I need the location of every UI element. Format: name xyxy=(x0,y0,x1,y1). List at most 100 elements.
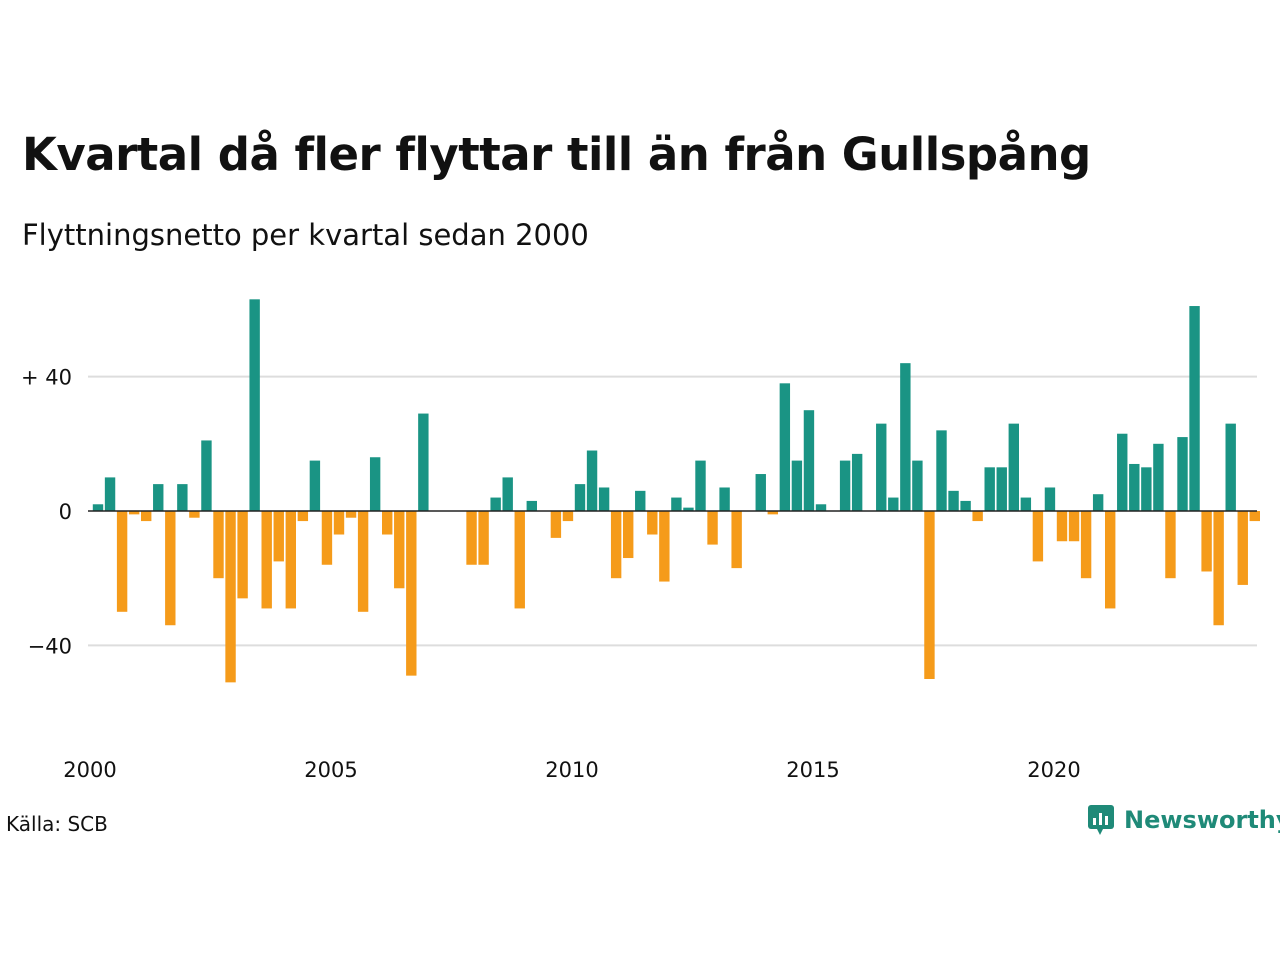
bar xyxy=(225,511,236,683)
bar xyxy=(767,511,778,515)
bar xyxy=(141,511,152,522)
bar xyxy=(888,497,899,511)
bar xyxy=(731,511,742,569)
bar xyxy=(1213,511,1224,626)
bar xyxy=(803,410,815,511)
bar xyxy=(213,511,224,579)
bar xyxy=(165,511,176,626)
bar xyxy=(912,460,923,511)
bar xyxy=(394,511,405,589)
y-tick-label: 0 xyxy=(59,500,72,524)
bar xyxy=(948,490,959,511)
bar xyxy=(128,511,140,515)
bar xyxy=(273,511,284,562)
bar xyxy=(695,460,706,511)
brand-name: Newsworthy xyxy=(1124,806,1280,834)
bar xyxy=(333,511,345,535)
bar xyxy=(755,474,766,511)
bar xyxy=(1189,306,1200,511)
bar xyxy=(707,511,718,545)
x-tick-label: 2005 xyxy=(304,758,357,782)
chart-title: Kvartal då fler flyttar till än från Gul… xyxy=(22,128,1091,181)
bar xyxy=(659,511,670,582)
bar xyxy=(478,511,489,565)
bar xyxy=(562,511,574,522)
bar xyxy=(514,511,525,609)
bar xyxy=(924,511,935,679)
bar xyxy=(876,423,887,511)
bar xyxy=(791,460,803,511)
bar xyxy=(839,460,851,511)
bar xyxy=(683,507,694,511)
bar xyxy=(960,500,971,511)
bar xyxy=(1249,511,1260,522)
bar xyxy=(1129,463,1140,511)
bar xyxy=(201,440,212,511)
bar xyxy=(984,467,995,511)
bar xyxy=(526,500,537,511)
bar xyxy=(635,490,646,511)
chart-subtitle: Flyttningsnetto per kvartal sedan 2000 xyxy=(22,218,589,252)
bar xyxy=(623,511,634,559)
newsworthy-logo-icon xyxy=(1088,805,1114,835)
bar xyxy=(1105,511,1116,609)
bar xyxy=(153,484,164,511)
bar xyxy=(261,511,272,609)
bar xyxy=(369,457,381,511)
bar xyxy=(1201,511,1212,572)
brand-logo[interactable]: Newsworthy xyxy=(1088,805,1280,835)
bar xyxy=(936,430,947,511)
bar xyxy=(345,511,357,518)
bar xyxy=(1117,433,1128,511)
bar xyxy=(1225,423,1236,511)
bar xyxy=(586,450,598,511)
bar xyxy=(249,299,260,511)
y-tick-label: + 40 xyxy=(21,366,72,390)
bar xyxy=(1237,511,1248,585)
bar xyxy=(285,511,296,609)
bar xyxy=(297,511,309,522)
bar xyxy=(550,511,562,538)
bar xyxy=(1068,511,1080,542)
bar xyxy=(815,504,827,511)
bar xyxy=(406,511,417,676)
bar xyxy=(779,383,791,511)
bar xyxy=(92,504,104,511)
bar xyxy=(502,477,513,511)
bar xyxy=(598,487,610,511)
bar xyxy=(1032,511,1044,562)
bar xyxy=(647,511,658,535)
bar xyxy=(1092,494,1104,511)
bar xyxy=(996,467,1007,511)
x-tick-label: 2000 xyxy=(63,758,116,782)
bar xyxy=(574,484,586,511)
bar xyxy=(900,363,911,511)
bar xyxy=(1165,511,1176,579)
bar xyxy=(177,484,188,511)
bar xyxy=(357,511,369,612)
x-tick-label: 2015 xyxy=(786,758,839,782)
bar xyxy=(418,413,429,511)
bar xyxy=(1008,423,1019,511)
bar xyxy=(490,497,501,511)
bar xyxy=(116,511,128,612)
bar xyxy=(719,487,730,511)
bar xyxy=(610,511,622,579)
bar xyxy=(382,511,393,535)
x-tick-label: 2020 xyxy=(1027,758,1080,782)
bar xyxy=(189,511,200,518)
bar xyxy=(321,511,333,565)
bar xyxy=(1044,487,1056,511)
bar xyxy=(972,511,983,522)
bar xyxy=(1080,511,1092,579)
bar xyxy=(1177,437,1188,511)
bar xyxy=(309,460,321,511)
bar xyxy=(104,477,116,511)
bar xyxy=(1141,467,1152,511)
bar xyxy=(237,511,248,599)
bar xyxy=(671,497,682,511)
source-label: Källa: SCB xyxy=(6,812,108,836)
bar-chart: + 40 0 −40 2000 2005 2010 2015 2020 xyxy=(21,299,1260,782)
bar xyxy=(851,453,863,511)
bar xyxy=(1153,443,1164,511)
